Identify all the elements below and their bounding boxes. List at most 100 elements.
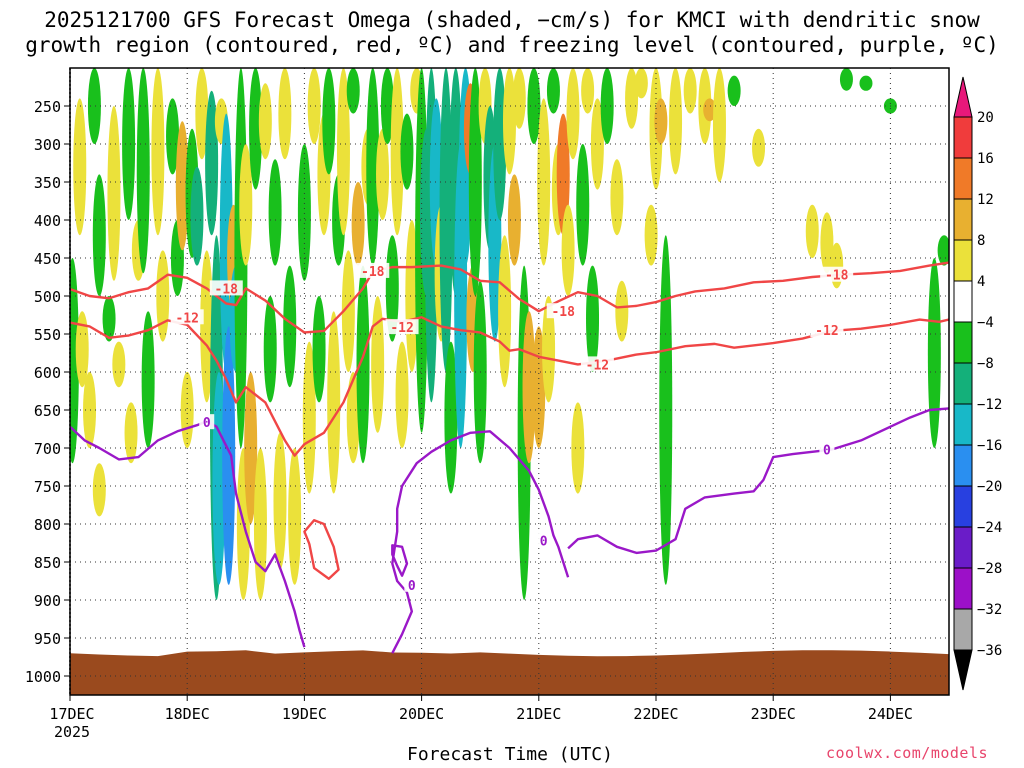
omega-cell bbox=[356, 265, 370, 464]
colorbar-band bbox=[953, 362, 973, 405]
x-tick-label: 21DEC bbox=[516, 705, 561, 723]
omega-cell bbox=[249, 68, 263, 190]
colorbar-top-arrow bbox=[953, 76, 973, 118]
omega-cell bbox=[537, 98, 551, 266]
omega-cell bbox=[302, 341, 316, 494]
omega-cell bbox=[336, 68, 350, 236]
omega-cell bbox=[600, 68, 614, 144]
freezing-level-contour-label: 0 bbox=[540, 535, 548, 550]
colorbar-band bbox=[953, 280, 973, 323]
colorbar-bottom-arrow bbox=[953, 649, 973, 691]
dgz-contour-label: -18 bbox=[825, 269, 849, 284]
omega-cell bbox=[346, 372, 360, 464]
omega-cell bbox=[219, 113, 233, 372]
colorbar-band bbox=[953, 485, 973, 528]
omega-cell bbox=[669, 68, 683, 175]
omega-cell bbox=[507, 174, 521, 266]
omega-cell bbox=[351, 182, 365, 266]
y-tick-label: 300 bbox=[34, 136, 61, 154]
dgz-contour-label-bg bbox=[385, 319, 419, 335]
colorbar-label: −16 bbox=[977, 438, 1002, 454]
dgz-contour-label: -12 bbox=[586, 358, 609, 373]
omega-cell bbox=[615, 280, 629, 342]
omega-cell bbox=[70, 258, 79, 464]
x-tick-label: 17DEC bbox=[49, 705, 94, 723]
x-tick-label: 22DEC bbox=[633, 705, 678, 723]
omega-cell bbox=[92, 174, 106, 296]
colorbar: 20 16 12 8 4 −4 −8 −12 −16 −20 −24 −28 −32 −36 bbox=[953, 76, 1002, 691]
dgz-contour-line bbox=[70, 261, 949, 334]
omega-cell bbox=[400, 113, 414, 190]
contours-layer: -18 -18 -18 -18 -12 -12 -12 -12 0 0 0 0 bbox=[70, 261, 949, 654]
omega-cell bbox=[92, 463, 106, 517]
omega-cell bbox=[102, 296, 116, 342]
x-tick-label: 18DEC bbox=[165, 705, 210, 723]
omega-cell bbox=[87, 68, 101, 144]
y-tick-label: 550 bbox=[34, 326, 61, 344]
freezing-level-contour-label-bg bbox=[819, 441, 835, 457]
colorbar-band bbox=[953, 526, 973, 569]
freezing-level-contour-label: 0 bbox=[203, 416, 211, 431]
omega-cell bbox=[683, 68, 697, 114]
colorbar-label: −12 bbox=[977, 397, 1002, 413]
colorbar-band bbox=[953, 239, 973, 282]
y-tick-label: 350 bbox=[34, 174, 61, 192]
y-tick-label: 750 bbox=[34, 478, 61, 496]
x-tick-label: 23DEC bbox=[751, 705, 796, 723]
omega-cell bbox=[166, 98, 180, 175]
y-tick-label: 700 bbox=[34, 440, 61, 458]
colorbar-band bbox=[953, 567, 973, 610]
colorbar-band bbox=[953, 403, 973, 446]
omega-cell bbox=[124, 402, 138, 464]
omega-cell bbox=[371, 296, 385, 433]
y-tick-label: 500 bbox=[34, 288, 61, 306]
chart-title-line-1: 2025121700 GFS Forecast Omega (shaded, −… bbox=[44, 8, 980, 32]
omega-cell bbox=[312, 296, 326, 403]
colorbar-band bbox=[953, 321, 973, 364]
omega-cell bbox=[156, 250, 170, 342]
omega-cell bbox=[522, 311, 536, 464]
omega-cell bbox=[703, 98, 717, 122]
omega-cell bbox=[654, 98, 668, 144]
omega-cell bbox=[542, 296, 556, 403]
omega-cell bbox=[634, 68, 648, 99]
omega-cell bbox=[586, 265, 600, 372]
omega-cell bbox=[712, 68, 726, 182]
omega-cell bbox=[283, 265, 297, 388]
omega-cell bbox=[527, 68, 541, 144]
x-tick-label: 19DEC bbox=[282, 705, 327, 723]
dgz-contour-label-bg bbox=[209, 280, 243, 296]
omega-cell bbox=[297, 144, 311, 281]
colorbar-label: 4 bbox=[977, 274, 985, 290]
dgz-contour-label: -18 bbox=[551, 305, 575, 320]
omega-cell bbox=[190, 166, 204, 266]
dgz-contour-label: -18 bbox=[361, 265, 385, 280]
omega-cell bbox=[546, 68, 560, 114]
omega-cell bbox=[307, 68, 321, 144]
y-tick-label: 800 bbox=[34, 516, 61, 534]
omega-cell bbox=[327, 311, 341, 494]
omega-cell bbox=[839, 68, 853, 91]
colorbar-label: 8 bbox=[977, 233, 985, 249]
colorbar-label: −20 bbox=[977, 479, 1002, 495]
omega-cell bbox=[112, 341, 126, 388]
omega-cell bbox=[439, 68, 453, 372]
colorbar-label: −36 bbox=[977, 643, 1002, 659]
omega-cell bbox=[278, 68, 292, 160]
freezing-level-contour-label-bg bbox=[199, 414, 215, 430]
colorbar-band bbox=[953, 198, 973, 241]
omega-cell bbox=[376, 128, 390, 220]
omega-cell bbox=[341, 250, 355, 372]
colorbar-label: 16 bbox=[977, 151, 994, 167]
omega-cell bbox=[590, 98, 604, 190]
omega-cell bbox=[566, 68, 580, 160]
y-tick-label: 950 bbox=[34, 630, 61, 648]
colorbar-band bbox=[953, 608, 973, 651]
omega-cell bbox=[576, 144, 590, 266]
chart-title-line-2: growth region (contoured, red, ºC) and f… bbox=[25, 33, 999, 57]
colorbar-label: 20 bbox=[977, 110, 994, 126]
omega-cell bbox=[195, 68, 209, 160]
omega-cell bbox=[151, 68, 165, 236]
omega-cell bbox=[927, 258, 941, 448]
